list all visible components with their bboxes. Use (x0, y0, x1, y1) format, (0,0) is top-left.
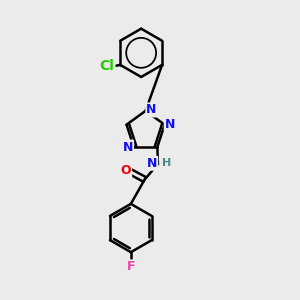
Text: N: N (147, 157, 157, 170)
Text: H: H (162, 158, 171, 168)
Text: N: N (123, 141, 133, 154)
Text: N: N (146, 103, 157, 116)
Text: N: N (165, 118, 175, 130)
Text: F: F (127, 260, 135, 273)
Text: O: O (121, 164, 131, 177)
Text: Cl: Cl (100, 59, 114, 74)
